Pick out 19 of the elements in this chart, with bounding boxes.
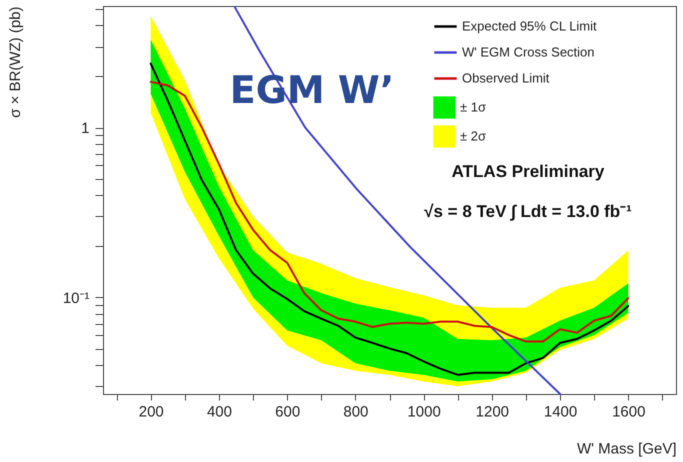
- legend-label: W' EGM Cross Section: [462, 44, 595, 60]
- legend-label: ± 1σ: [460, 100, 486, 114]
- x-tick-label: 1000: [407, 404, 441, 420]
- legend-label: ± 2σ: [460, 128, 486, 144]
- legend-label: Expected 95% CL Limit: [462, 18, 598, 34]
- x-axis-title: W' Mass [GeV]: [576, 440, 676, 458]
- y-tick-label: 10⁻¹: [62, 290, 90, 307]
- x-tick-label: 800: [343, 404, 368, 420]
- x-tick-label: 600: [275, 404, 300, 420]
- y-axis-title: σ × BR(WZ) (pb): [6, 6, 24, 118]
- annotation: ATLAS Preliminary: [452, 162, 605, 181]
- x-tick-label: 1200: [476, 404, 510, 420]
- y-tick-label: 1: [81, 120, 90, 138]
- x-tick-label: 200: [138, 404, 164, 420]
- x-tick-label: 400: [206, 404, 232, 420]
- annotation: √s = 8 TeV ∫ Ldt = 13.0 fb⁻¹: [424, 202, 632, 221]
- x-tick-label: 1600: [612, 404, 646, 420]
- legend-label: Observed Limit: [462, 70, 550, 86]
- x-tick-label: 1400: [544, 404, 578, 420]
